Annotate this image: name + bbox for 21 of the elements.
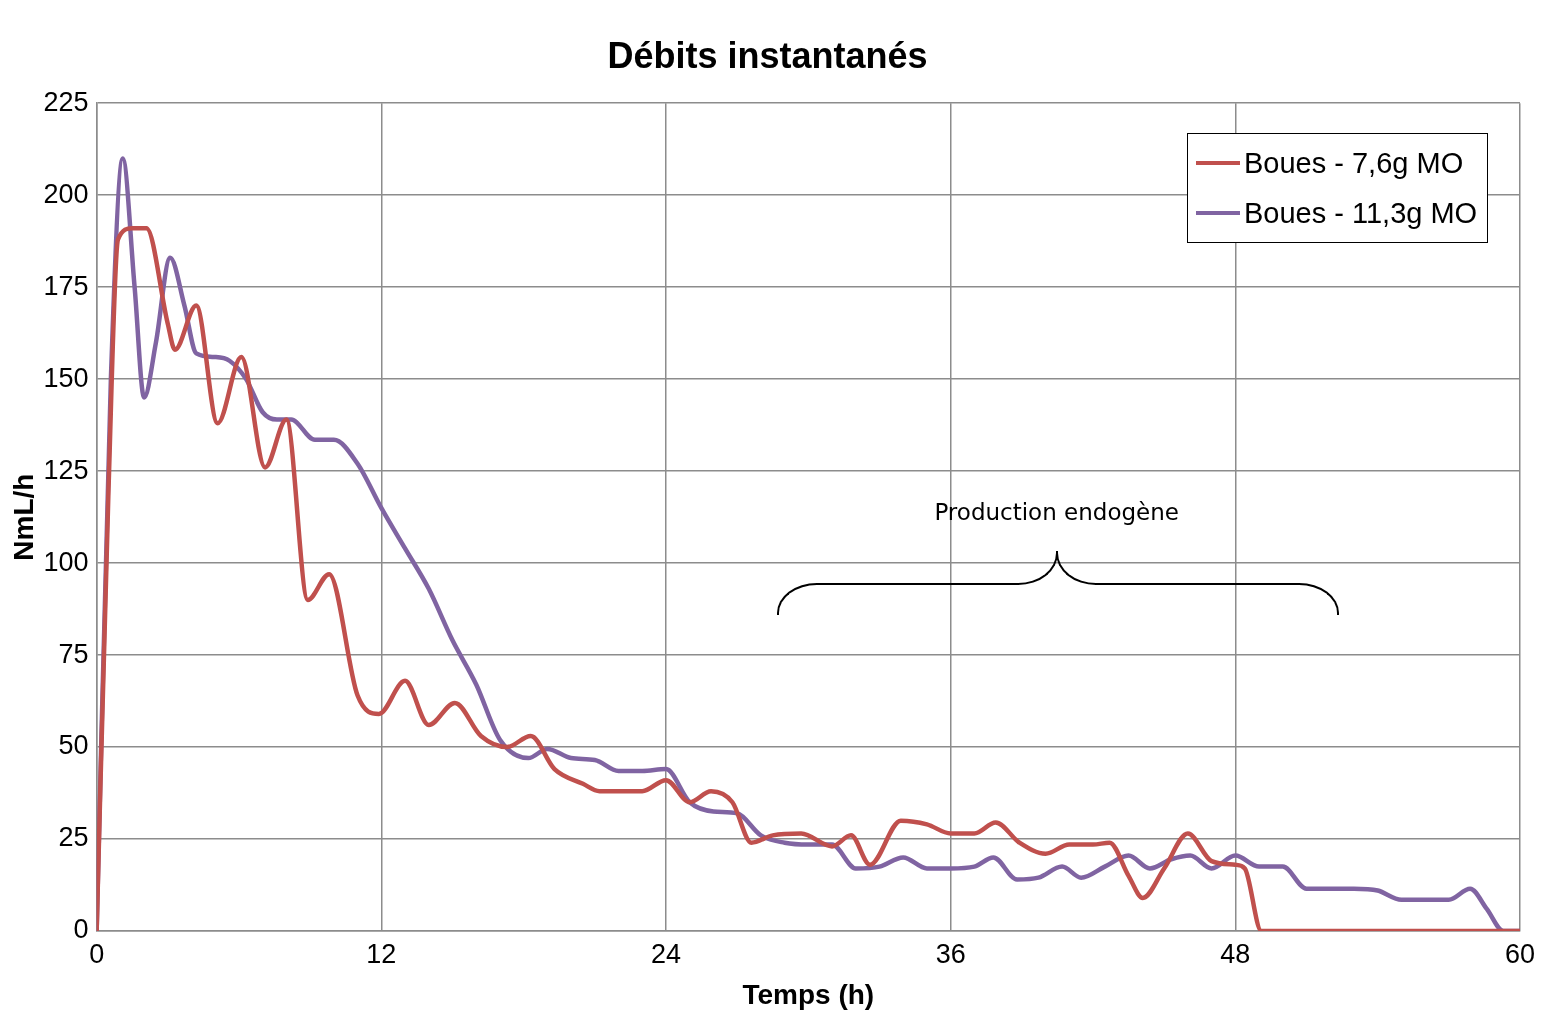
y-axis-title: NmL/h [7, 473, 39, 561]
x-tick-label: 48 [1220, 938, 1251, 969]
y-tick-label: 200 [43, 178, 89, 209]
chart-title: Débits instantanés [607, 34, 928, 76]
x-tick-label: 36 [935, 938, 966, 969]
legend-label: Boues - 11,3g MO [1243, 196, 1478, 232]
y-tick-label: 225 [43, 86, 89, 117]
x-tick-label: 24 [650, 938, 682, 969]
annotation: Production endogène [934, 499, 1179, 526]
x-axis-title: Temps (h) [742, 978, 875, 1010]
y-tick-label: 50 [58, 730, 89, 761]
y-tick-label: 75 [58, 638, 89, 669]
x-tick-label: 60 [1504, 938, 1536, 969]
x-tick-label: 12 [366, 938, 397, 969]
legend-label: Boues - 7,6g MO [1243, 146, 1464, 182]
y-tick-label: 0 [73, 914, 89, 945]
y-tick-label: 150 [43, 362, 89, 393]
y-tick-label: 100 [43, 546, 89, 577]
y-tick-label: 25 [58, 822, 89, 853]
y-tick-label: 125 [43, 454, 89, 485]
y-tick-label: 175 [43, 270, 89, 301]
